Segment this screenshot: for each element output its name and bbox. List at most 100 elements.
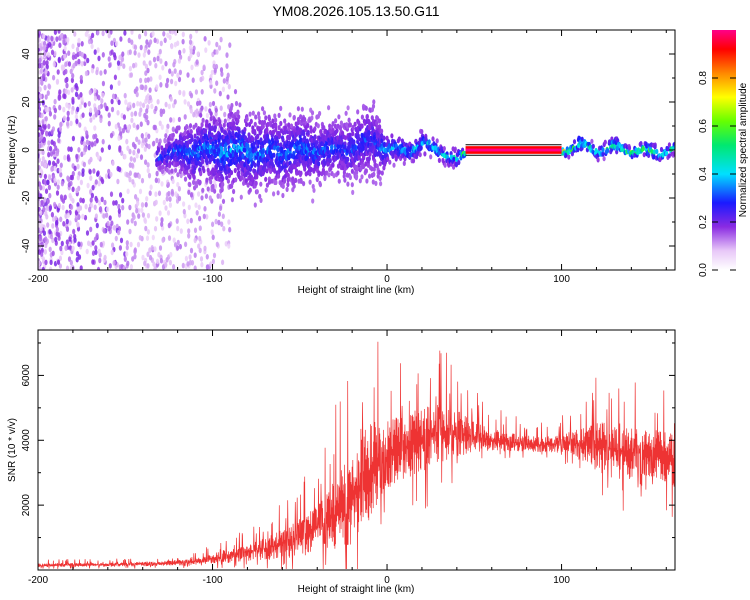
spectrogram-cell — [71, 186, 75, 193]
spectrogram-cell — [199, 112, 203, 118]
spectrogram-cell — [38, 63, 42, 69]
spectrogram-cell — [361, 163, 365, 170]
spectrogram-cell — [161, 164, 165, 170]
spectrogram-cell — [130, 218, 134, 224]
spectrogram-cell — [42, 206, 46, 213]
spectrogram-cell — [48, 192, 52, 199]
spectrogram-cell — [319, 129, 323, 135]
spectrogram-cell — [303, 116, 307, 123]
spectrogram-cell — [81, 168, 85, 174]
spectrogram-cell — [113, 54, 117, 61]
spectrogram-cell — [433, 145, 438, 151]
spectrogram-cell — [107, 120, 111, 127]
spectrogram-cell — [117, 99, 121, 106]
spectrogram-cell — [356, 109, 360, 115]
spectrogram-cell — [99, 117, 103, 124]
spectrogram-cell — [123, 30, 127, 36]
spectrogram-cell — [48, 205, 53, 211]
spectrogram-cell — [139, 154, 144, 160]
spectrogram-cell — [53, 30, 57, 35]
spectrogram-cell — [101, 52, 105, 58]
spectrogram-cell — [188, 123, 193, 129]
spectrogram-cell — [211, 221, 215, 228]
spectrogram-cell — [59, 194, 64, 200]
spectrogram-cell — [87, 144, 91, 151]
spectrogram-cell — [356, 133, 360, 139]
spectrogram-cell — [39, 68, 44, 74]
spectrogram-cell — [276, 147, 280, 153]
spectrogram-cell — [169, 251, 173, 258]
spectrogram-cell — [57, 232, 61, 238]
x-tick-label: -100 — [203, 575, 223, 586]
spectrogram-cell — [220, 221, 224, 227]
spectrogram-cell — [66, 175, 70, 181]
spectrogram-cell — [265, 168, 269, 174]
spectrogram-cell — [666, 146, 670, 152]
spectrogram-cell — [166, 123, 170, 130]
spectrogram-cell — [97, 248, 101, 255]
spectrogram-cell — [340, 160, 344, 166]
spectrogram-cell — [378, 176, 382, 182]
spectrogram-cell — [174, 30, 178, 34]
spectrogram-cell — [105, 105, 109, 112]
spectrogram-cell — [41, 185, 46, 191]
spectrogram-cell — [50, 129, 54, 135]
spectrogram-cell — [152, 124, 156, 131]
spectrogram-cell — [261, 149, 265, 155]
spectrogram-cell — [364, 105, 368, 111]
spectrogram-cell — [234, 139, 238, 145]
spectrogram-cell — [204, 128, 208, 134]
spectrogram-cell — [38, 157, 41, 163]
spectrogram-cell — [145, 108, 149, 114]
spectrogram-cell — [40, 80, 44, 86]
spectrogram-cell — [189, 33, 193, 40]
y-tick-label: 0 — [21, 147, 32, 153]
spectrogram-cell — [128, 170, 132, 176]
spectrogram-cell — [125, 251, 129, 257]
spectrogram-cell — [254, 114, 258, 120]
spectrogram-cell — [343, 135, 348, 141]
spectrogram-cell — [659, 146, 664, 153]
spectrogram-cell — [42, 60, 47, 66]
spectrogram-cell — [165, 128, 169, 134]
spectrogram-cell — [146, 212, 151, 219]
spectrogram-cell — [234, 100, 239, 107]
spectrogram-cell — [213, 67, 217, 74]
spectrogram-cell — [327, 105, 331, 111]
spectrogram-cell — [427, 139, 431, 145]
spectrogram-cell — [380, 133, 384, 139]
spectrogram-cell — [181, 38, 185, 45]
spectrogram-cell — [118, 166, 122, 173]
spectrogram-cell — [225, 52, 229, 58]
spectrogram-cell — [360, 114, 364, 120]
spectrogram-cell — [221, 259, 225, 266]
spectrogram-cell — [105, 212, 109, 218]
spectrogram-cell — [131, 256, 135, 262]
y-tick-label: 2000 — [21, 494, 32, 517]
spectrogram-cell — [38, 86, 42, 93]
spectrogram-cell — [108, 215, 112, 221]
spectrogram-cell — [90, 192, 94, 199]
spectrogram-cell — [67, 61, 72, 67]
spectrogram-cell — [79, 241, 83, 248]
spectrogram-cell — [112, 260, 116, 266]
spectrogram-cell — [259, 137, 263, 143]
spectrogram-cell — [38, 42, 42, 49]
spectrogram-cell — [125, 244, 129, 251]
spectrogram-cell — [203, 245, 207, 252]
spectrogram-cell — [52, 61, 56, 68]
spectrogram-cell — [225, 63, 229, 69]
spectrogram-cell — [256, 151, 260, 157]
spectrogram-cell — [233, 167, 237, 174]
spectrogram-cell — [317, 170, 321, 176]
spectrogram-cell — [195, 59, 199, 65]
spectrogram-cell — [181, 262, 185, 269]
spectrogram-cell — [99, 70, 103, 76]
spectrogram-cell — [110, 98, 114, 105]
spectrogram-cell — [199, 76, 203, 83]
y-tick-label: -40 — [21, 238, 32, 253]
spectrogram-cell — [367, 156, 371, 162]
spectrogram-cell — [209, 261, 213, 267]
spectrogram-cell — [198, 180, 202, 186]
spectrogram-cell — [162, 160, 167, 166]
